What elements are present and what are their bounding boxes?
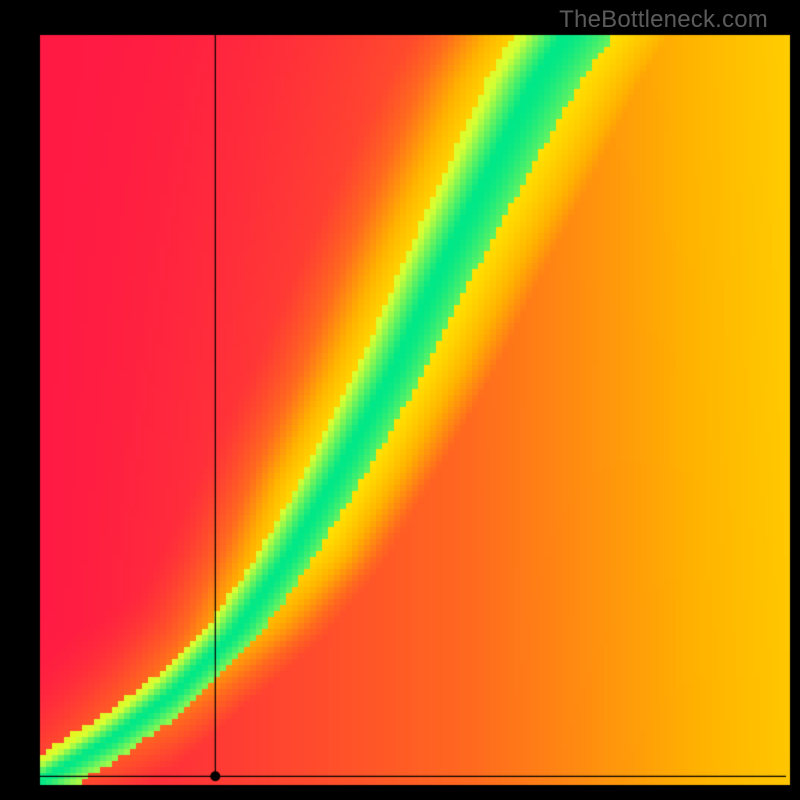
watermark-text: TheBottleneck.com — [559, 6, 768, 34]
chart-container: TheBottleneck.com — [0, 0, 800, 800]
heatmap-canvas — [0, 0, 800, 800]
